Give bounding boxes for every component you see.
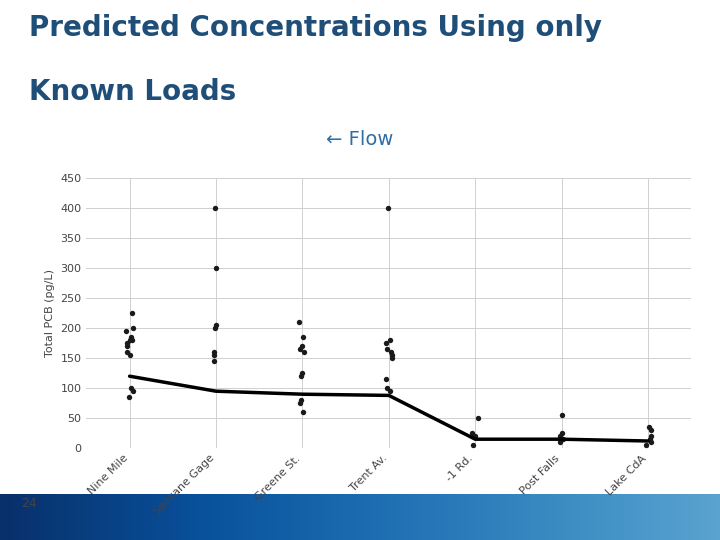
Point	[121, 339, 132, 348]
Point	[380, 375, 392, 383]
Point	[640, 441, 652, 449]
Point	[384, 336, 396, 345]
Point	[125, 336, 136, 345]
Point	[127, 324, 139, 333]
Point	[645, 432, 657, 441]
Point	[210, 321, 222, 329]
Point	[556, 411, 567, 420]
Point	[208, 351, 220, 360]
Point	[297, 333, 309, 341]
Point	[385, 348, 397, 356]
Point	[296, 372, 307, 381]
Point	[469, 432, 481, 441]
Text: Known Loads: Known Loads	[29, 78, 236, 106]
Point	[554, 432, 566, 441]
Point	[209, 324, 220, 333]
Point	[382, 204, 394, 213]
Y-axis label: Total PCB (pg/L): Total PCB (pg/L)	[45, 269, 55, 357]
Point	[125, 351, 136, 360]
Point	[384, 387, 395, 395]
Point	[556, 429, 567, 437]
Point	[294, 345, 306, 354]
Point	[554, 438, 566, 447]
Point	[386, 351, 397, 360]
Point	[646, 438, 657, 447]
Point	[467, 441, 478, 449]
Point	[120, 327, 132, 335]
Point	[126, 309, 138, 318]
Point	[644, 435, 656, 443]
Point	[297, 342, 308, 350]
Point	[295, 396, 307, 404]
Point	[122, 342, 133, 350]
Text: Predicted Concentrations Using only: Predicted Concentrations Using only	[29, 14, 602, 42]
Point	[381, 384, 392, 393]
Point	[208, 348, 220, 356]
Point	[299, 348, 310, 356]
Point	[645, 426, 657, 435]
Point	[208, 357, 220, 366]
Point	[472, 414, 484, 422]
Point	[294, 318, 305, 327]
Point	[382, 345, 393, 354]
Point	[297, 408, 309, 416]
Point	[209, 204, 220, 213]
Point	[125, 384, 137, 393]
Point	[122, 348, 133, 356]
Point	[297, 369, 308, 377]
Point	[294, 399, 306, 408]
Point	[125, 333, 137, 341]
Point	[643, 423, 654, 431]
Point	[123, 393, 135, 402]
Text: ← Flow: ← Flow	[326, 130, 394, 148]
Point	[380, 339, 392, 348]
Point	[127, 387, 138, 395]
Point	[127, 336, 138, 345]
Point	[386, 354, 397, 362]
Point	[467, 429, 478, 437]
Point	[210, 264, 221, 273]
Point	[557, 435, 569, 443]
Text: 24: 24	[22, 497, 37, 510]
